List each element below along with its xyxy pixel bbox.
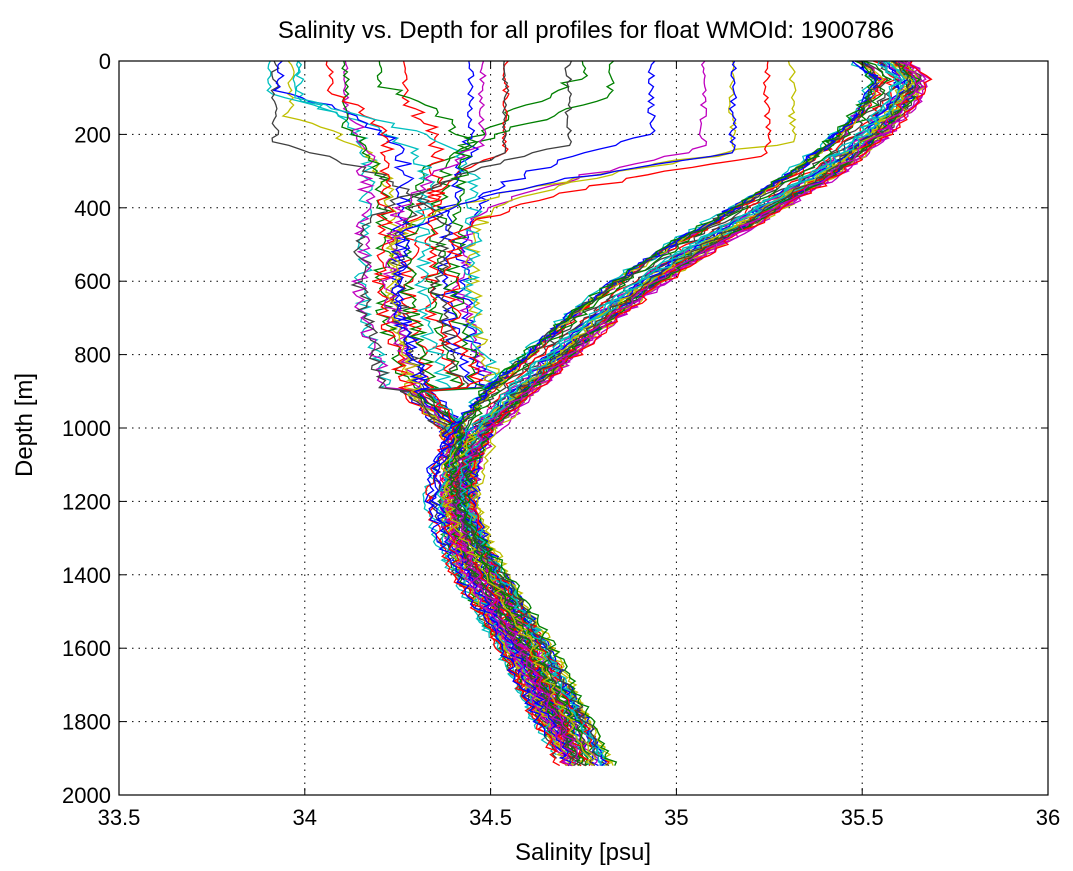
- profile-line-72: [449, 60, 875, 766]
- y-tick-label: 800: [74, 343, 111, 368]
- chart-title: Salinity vs. Depth for all profiles for …: [278, 17, 894, 44]
- x-tick-label: 34.5: [469, 805, 512, 830]
- y-axis-label: Depth [m]: [11, 373, 38, 477]
- x-tick-label: 35: [664, 805, 688, 830]
- profile-line-67: [459, 60, 905, 759]
- y-tick-label: 400: [74, 196, 111, 221]
- y-tick-label: 0: [99, 49, 111, 74]
- x-axis-label: Salinity [psu]: [515, 839, 651, 866]
- profile-line-70: [445, 60, 879, 748]
- y-tick-label: 1600: [62, 636, 111, 661]
- x-axis-ticks: 33.5 34 34.5 35 35.5 36: [98, 61, 1060, 830]
- x-tick-label: 33.5: [98, 805, 141, 830]
- y-tick-label: 600: [74, 269, 111, 294]
- profile-line-68: [442, 60, 920, 767]
- y-axis-ticks: 0 200 400 600 800 1000 1200 1400 1600 1800 2000: [62, 49, 1048, 808]
- y-tick-label: 1000: [62, 416, 111, 441]
- y-tick-label: 1400: [62, 563, 111, 588]
- profile-line-60: [436, 60, 903, 745]
- y-tick-label: 1200: [62, 489, 111, 514]
- grid-lines: [119, 61, 1048, 795]
- profile-line-12: [341, 60, 584, 755]
- profile-line-20: [386, 60, 737, 767]
- x-tick-label: 34: [293, 805, 317, 830]
- y-tick-label: 1800: [62, 710, 111, 735]
- profile-lines: [266, 60, 933, 767]
- profile-line-55: [439, 60, 914, 748]
- profile-line-56: [453, 60, 918, 748]
- profile-line-71: [424, 60, 877, 737]
- x-tick-label: 35.5: [841, 805, 884, 830]
- y-tick-label: 2000: [62, 783, 111, 808]
- y-tick-label: 200: [74, 122, 111, 147]
- x-tick-label: 36: [1036, 805, 1060, 830]
